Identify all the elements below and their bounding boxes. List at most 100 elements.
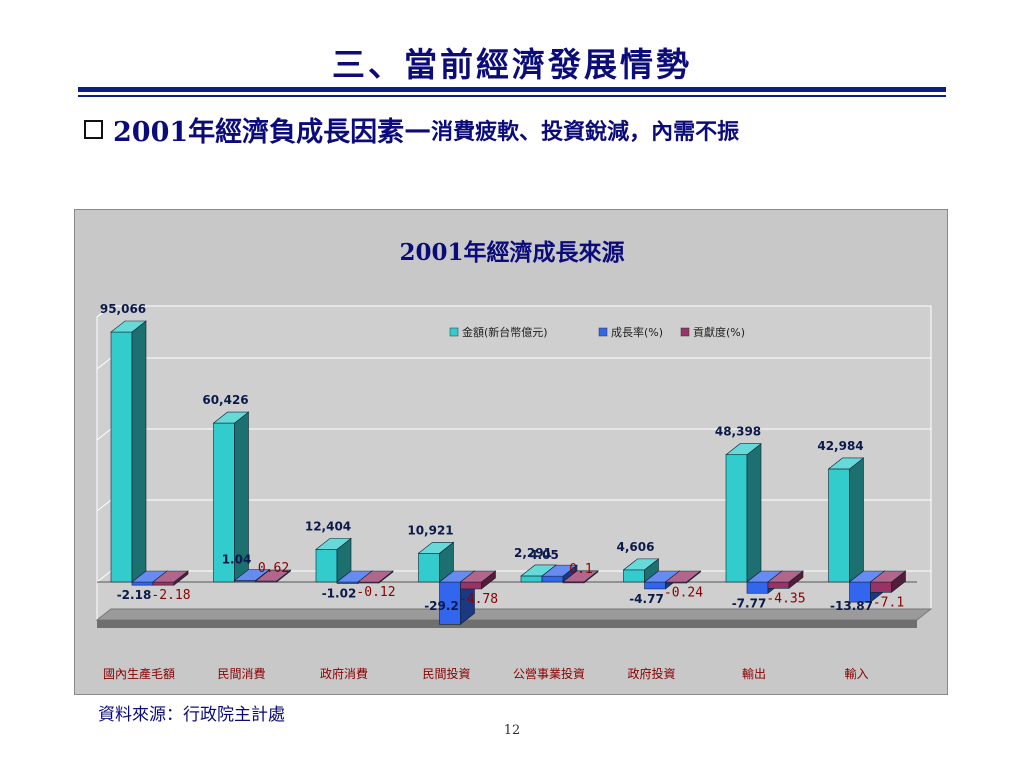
growth-bar-top xyxy=(233,569,271,581)
amount-data-label: 2,291 xyxy=(514,546,552,560)
category-tick-label: 政府消費 xyxy=(320,666,368,681)
chart-floor-front xyxy=(97,620,917,628)
growth-bar-front xyxy=(644,581,666,590)
amount-data-label: 95,066 xyxy=(100,302,146,316)
chart-floor xyxy=(95,608,933,621)
title-rule-thin xyxy=(78,95,946,97)
contribution-bar-top xyxy=(562,570,599,583)
contribution-data-label: -4.78 xyxy=(459,592,498,607)
contribution-data-label: -2.18 xyxy=(151,588,190,603)
contribution-bar-top xyxy=(357,570,394,583)
contribution-bar-top xyxy=(459,570,497,583)
category-tick-label: 民間消費 xyxy=(217,666,265,681)
growth-bar xyxy=(541,564,578,583)
source-note: 資料來源：行政院主計處 xyxy=(98,705,285,725)
contribution-data-label: 0.1 xyxy=(569,562,592,577)
amount-data-label: 10,921 xyxy=(407,523,453,537)
amount-bar-top xyxy=(110,320,147,333)
contribution-bar-top xyxy=(664,570,702,583)
contribution-bar xyxy=(357,570,394,584)
category-tick-label: 公營事業投資 xyxy=(513,666,585,681)
growth-data-label: -13.87 xyxy=(830,599,873,613)
legend-swatch xyxy=(449,327,459,337)
contribution-bar-top xyxy=(869,570,907,583)
contribution-bar xyxy=(254,569,292,583)
chart-panel: 2001年經濟成長來源金額(新台幣億元) 成長率(%) 貢獻度(%) 95,066 -2… xyxy=(74,209,948,695)
bullet-dash: — xyxy=(404,114,432,145)
contribution-bar xyxy=(152,570,189,586)
legend-swatch xyxy=(680,327,690,337)
amount-bar-side xyxy=(131,320,147,583)
amount-bar-front xyxy=(315,549,338,583)
bullet-bold-text: 2001年經濟負成長因素 xyxy=(113,117,405,148)
title-rule-thick xyxy=(78,87,946,92)
legend-label: 金額(新台幣億元) xyxy=(462,325,548,339)
category-tick-label: 輸入 xyxy=(844,666,868,681)
amount-bar xyxy=(725,443,762,583)
legend-swatch xyxy=(598,327,608,337)
growth-bar-top xyxy=(541,564,578,577)
chart-legend: 金額(新台幣億元) 成長率(%) 貢獻度(%) xyxy=(449,325,745,339)
checkbox-bullet-icon xyxy=(84,120,103,139)
contribution-bar xyxy=(869,570,907,593)
amount-bar-top xyxy=(212,411,250,424)
amount-bar-front xyxy=(623,569,645,583)
growth-data-label: 1.04 xyxy=(222,552,252,566)
contribution-data-label: 0.62 xyxy=(258,561,289,576)
contribution-bar-front xyxy=(767,581,790,589)
contribution-data-label: -0.12 xyxy=(356,585,395,600)
contribution-data-label: -4.35 xyxy=(766,591,805,606)
contribution-data-label: -7.1 xyxy=(873,595,904,610)
amount-bar xyxy=(315,537,352,583)
legend-label: 貢獻度(%) xyxy=(693,325,745,339)
growth-data-label: -4.77 xyxy=(629,592,664,606)
contribution-bar-front xyxy=(460,581,482,590)
bullet-heading: 2001年經濟負成長因素 — 消費疲軟、投資銳減，內需不振 xyxy=(84,110,739,149)
slide-title: 三、當前經濟發展情勢 xyxy=(332,45,692,84)
contribution-bar-front xyxy=(870,581,892,593)
amount-bar-side xyxy=(849,457,864,583)
gridline xyxy=(96,305,931,318)
chart-title: 2001年經濟成長來源 xyxy=(399,239,624,266)
category-tick-label: 國內生產毛額 xyxy=(103,666,175,681)
growth-bar-front xyxy=(541,575,564,583)
amount-data-label: 48,398 xyxy=(715,425,761,439)
contribution-bar xyxy=(562,570,599,584)
amount-bar-top xyxy=(725,443,762,456)
amount-data-label: 60,426 xyxy=(202,393,248,407)
amount-bar-front xyxy=(520,575,543,583)
amount-bar xyxy=(417,541,455,583)
contribution-bar-top xyxy=(767,570,804,583)
growth-bar-front xyxy=(746,581,769,594)
amount-data-label: 42,984 xyxy=(817,439,863,453)
growth-data-label: -2.18 xyxy=(117,588,152,602)
growth-data-label: 4.05 xyxy=(529,548,559,562)
contribution-bar xyxy=(664,570,702,584)
contribution-data-label: -0.24 xyxy=(664,585,703,600)
bullet-detail-text: 消費疲軟、投資銳減，內需不振 xyxy=(431,118,740,145)
category-tick-label: 政府投資 xyxy=(627,666,675,681)
amount-data-label: 4,606 xyxy=(617,540,655,554)
amount-bar-front xyxy=(828,468,850,583)
category-tick-label: 輸出 xyxy=(742,666,766,681)
contribution-bar-top xyxy=(254,569,292,582)
page-number: 12 xyxy=(503,723,521,738)
contribution-bar xyxy=(767,570,804,589)
amount-bar xyxy=(110,320,147,583)
amount-bar-front xyxy=(110,331,133,583)
growth-data-label: -1.02 xyxy=(322,586,357,600)
amount-bar-front xyxy=(418,552,440,583)
amount-bar-front xyxy=(725,454,748,583)
amount-bar-top xyxy=(827,457,865,470)
contribution-bar xyxy=(459,570,497,590)
amount-bar-top xyxy=(417,541,455,554)
amount-bar-top xyxy=(315,538,352,550)
category-tick-label: 民間投資 xyxy=(422,666,470,681)
legend-label: 成長率(%) xyxy=(611,325,663,339)
contribution-bar-top xyxy=(152,570,189,583)
amount-bar xyxy=(622,558,660,583)
amount-data-label: 12,404 xyxy=(305,519,351,533)
amount-bar xyxy=(212,411,250,583)
amount-bar xyxy=(827,457,865,583)
